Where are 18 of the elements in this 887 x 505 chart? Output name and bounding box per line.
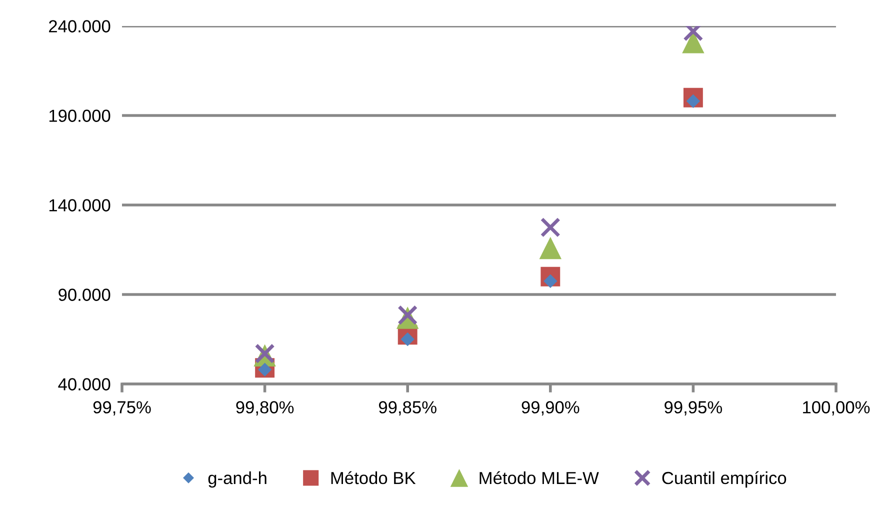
y-tick-label: 40.000 <box>58 378 110 390</box>
legend-label: g-and-h <box>208 471 266 488</box>
legend-label: Cuantil empírico <box>662 471 786 488</box>
legend-label: Método MLE-W <box>480 471 599 484</box>
x-tick-label: 99,75% <box>93 401 151 416</box>
x-tick-label: 100,00% <box>803 401 870 416</box>
y-tick-label: 240.000 <box>49 20 110 32</box>
point <box>398 305 418 326</box>
point <box>540 217 560 238</box>
x-tick-label: 99,95% <box>664 401 722 416</box>
x-tick-label: 99,90% <box>522 401 580 416</box>
legend-label: Método BK <box>331 471 416 484</box>
y-tick-label: 90.000 <box>58 288 110 301</box>
x-tick-label: 99,80% <box>236 401 294 416</box>
y-tick-label: 190.000 <box>49 110 110 122</box>
point <box>539 236 562 260</box>
y-tick-label: 140.000 <box>49 199 110 212</box>
x-tick-label: 99,85% <box>378 401 436 416</box>
